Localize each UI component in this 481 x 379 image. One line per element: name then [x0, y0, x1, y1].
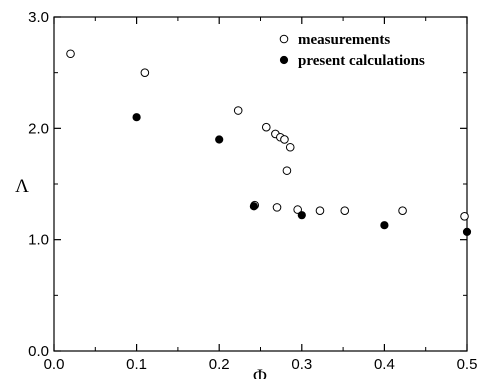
measurement-point: [261, 122, 271, 132]
x-axis-label: Φ: [253, 366, 267, 379]
legend: measurements present calculations: [279, 32, 425, 69]
x-tick-label: 0.1: [126, 356, 147, 373]
legend-label: measurements: [298, 32, 390, 48]
tick-labels: 0.0 0.1 0.2 0.3 0.4 0.5 0.0 1.0 2.0 3.0: [28, 9, 477, 373]
data-points: [66, 49, 472, 236]
x-tick-label: 0.4: [374, 356, 395, 373]
measurement-point: [315, 206, 325, 216]
measurement-point: [282, 166, 292, 175]
measurement-point: [233, 106, 243, 115]
x-tick-label: 0.5: [457, 356, 478, 373]
legend-marker-measurements: [279, 34, 289, 44]
measurement-point: [460, 211, 469, 221]
measurement-point: [272, 203, 282, 212]
measurement-point: [340, 206, 350, 216]
calculation-point: [249, 202, 258, 211]
y-axis-label: Λ: [15, 176, 29, 197]
measurement-point: [140, 68, 150, 77]
calculation-point: [132, 113, 141, 122]
y-tick-label: 0.0: [28, 343, 49, 360]
calculation-point: [297, 211, 306, 220]
measurement-point: [280, 135, 289, 144]
tick-marks: [53, 16, 468, 352]
calculation-point: [462, 227, 472, 236]
x-tick-label: 0.2: [209, 356, 230, 373]
calculation-point: [215, 135, 224, 144]
legend-marker-calculations: [279, 55, 289, 65]
y-tick-label: 2.0: [28, 120, 49, 137]
x-tick-label: 0.0: [44, 356, 65, 373]
measurement-point: [66, 49, 75, 59]
y-tick-label: 3.0: [28, 9, 49, 26]
measurement-point: [398, 206, 407, 216]
y-tick-label: 1.0: [28, 232, 49, 249]
x-tick-label: 0.3: [291, 356, 312, 373]
measurement-point: [293, 205, 302, 214]
measurement-point: [285, 142, 295, 152]
legend-label: present calculations: [298, 53, 425, 69]
calculation-point: [380, 221, 389, 230]
